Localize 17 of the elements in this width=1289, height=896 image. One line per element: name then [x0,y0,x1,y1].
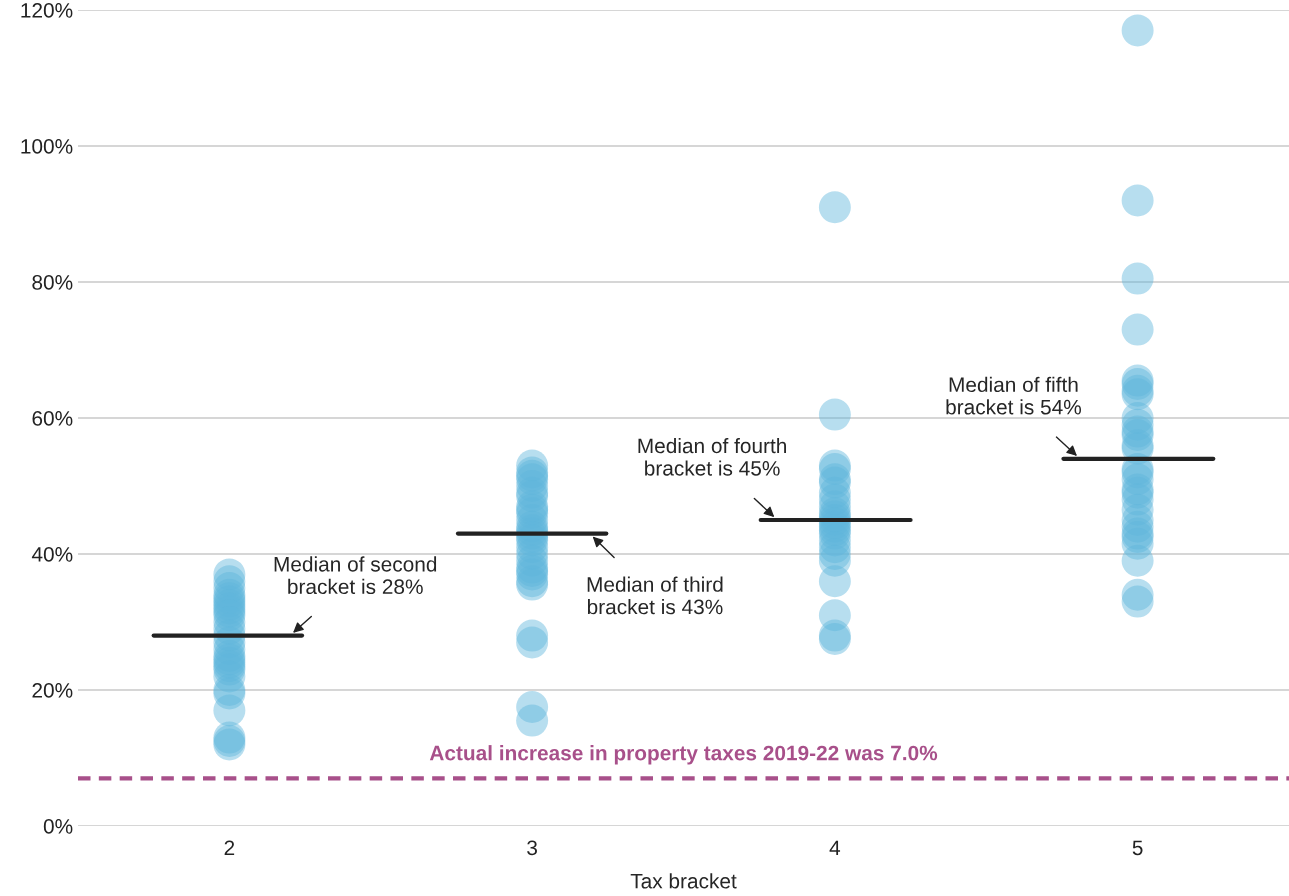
y-tick-label: 40% [31,547,73,562]
x-tick-label: 5 [1132,840,1143,856]
y-tick-label: 100% [21,139,73,154]
annotation: Median of third bracket is 43% [587,576,723,615]
annotation: Median of second bracket is 28% [274,556,437,595]
x-tick-label: 2 [224,840,235,855]
x-tick-label: 3 [527,840,537,856]
y-tick-label: 20% [32,683,73,698]
annotation: Median of fourth bracket is 45% [638,437,787,476]
x-tick-label: 4 [829,840,841,855]
y-tick-label: 80% [32,275,73,290]
ref-line-label: Actual increase in property taxes 2019-22 was 7.0% [429,745,938,765]
y-tick-label: 0% [43,819,73,834]
annotation: Median of fifth bracket is 54% [946,376,1082,415]
y-tick-label: 60% [32,411,73,426]
y-tick-label: 120% [21,3,73,18]
x-axis-title: Tax bracket [630,873,737,889]
